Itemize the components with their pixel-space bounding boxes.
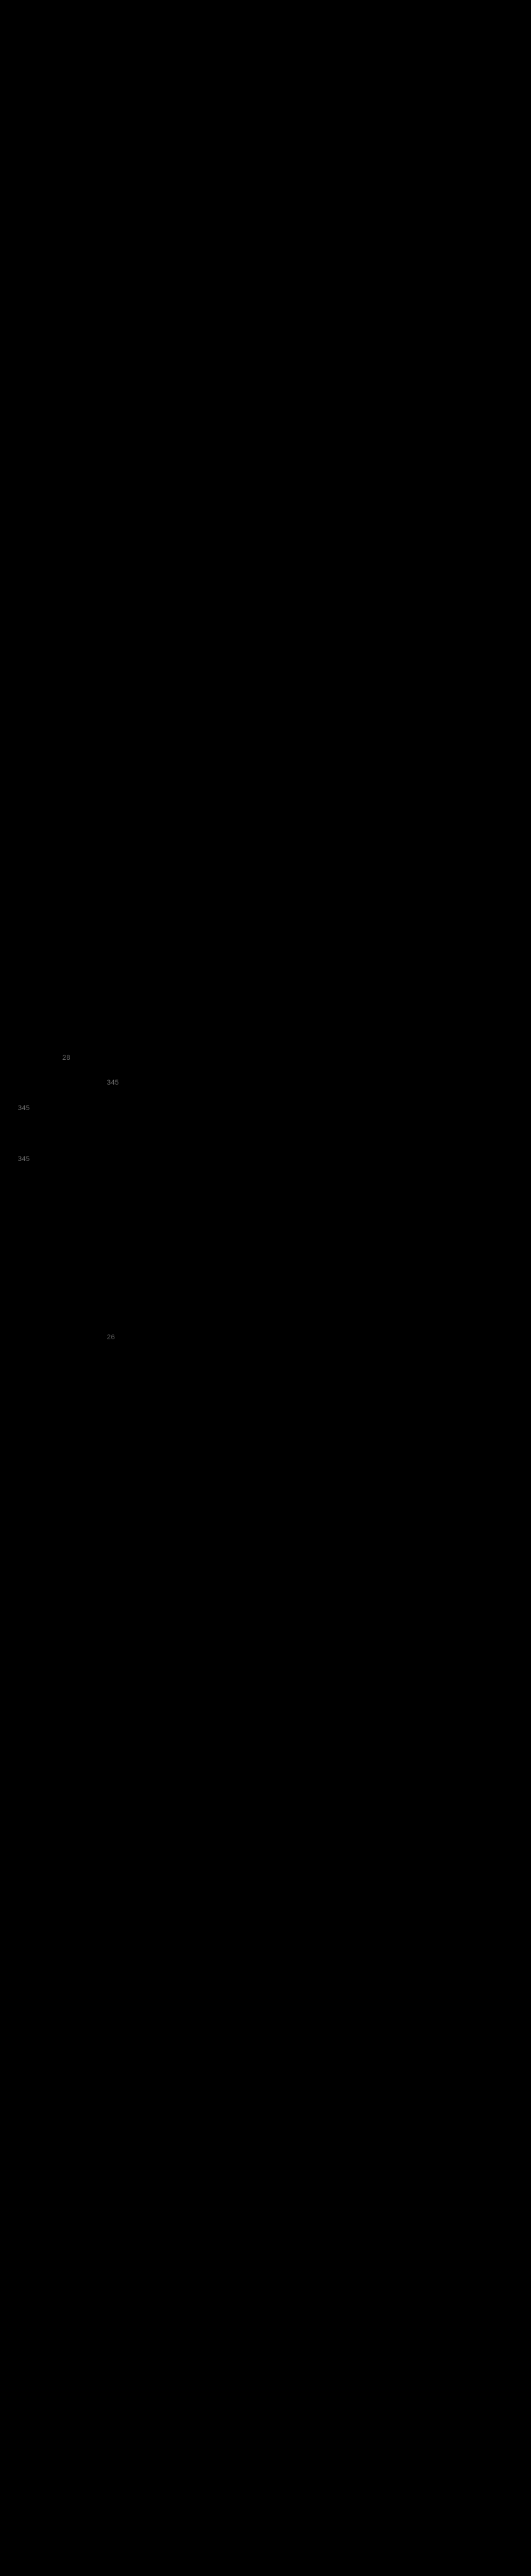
- faint-text-fragment-4: 345: [18, 1155, 30, 1163]
- faint-text-fragment-1: 28: [62, 1054, 71, 1062]
- faint-text-fragment-5: 26: [107, 1334, 115, 1341]
- faint-text-fragment-3: 345: [18, 1104, 30, 1112]
- faint-text-band: 28 345 345 345 26: [0, 1038, 531, 1356]
- faint-text-fragment-2: 345: [107, 1079, 119, 1087]
